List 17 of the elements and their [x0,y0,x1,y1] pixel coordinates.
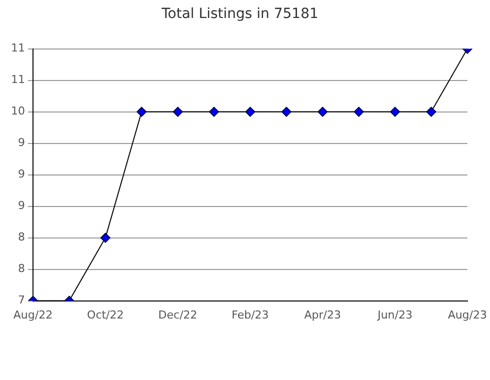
x-tick-label: Dec/22 [158,308,198,322]
y-tick-label: 10 [10,104,25,118]
y-tick-label: 9 [18,199,25,212]
x-tick-label: Jun/23 [376,308,412,322]
x-tick-label: Aug/22 [13,308,53,322]
y-tick-label: 11 [10,42,25,55]
x-tick-label: Aug/23 [448,308,488,322]
y-tick-label: 7 [18,294,25,307]
y-tick-label: 9 [18,136,25,150]
y-tick-label: 8 [18,262,25,276]
y-tick-label: 8 [18,230,25,244]
y-tick-label: 11 [10,73,25,86]
x-tick-label: Feb/23 [232,308,269,322]
chart-title: Total Listings in 75181 [160,6,318,22]
x-tick-label: Oct/22 [87,308,124,322]
x-tick-label: Apr/23 [304,308,341,322]
y-tick-label: 9 [18,168,25,181]
